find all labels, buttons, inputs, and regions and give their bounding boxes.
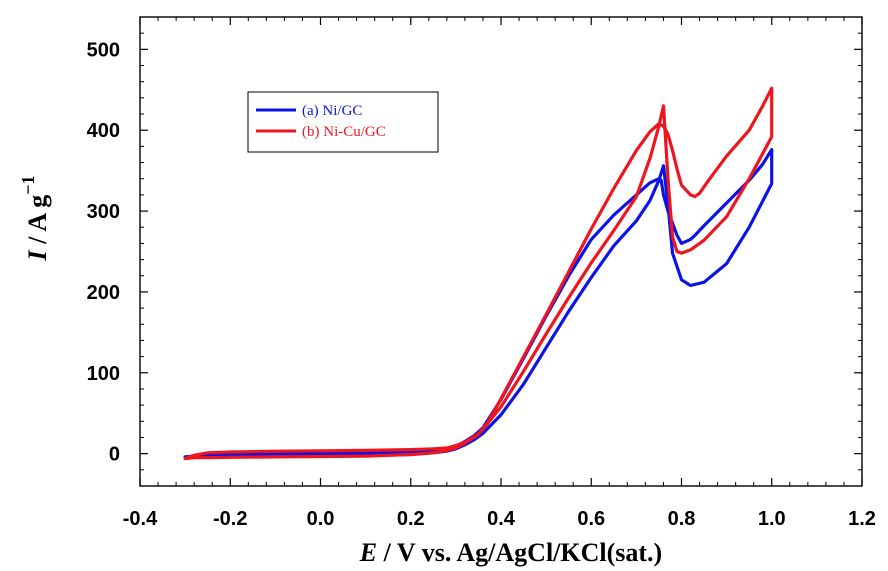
x-axis-title: E / V vs. Ag/AgCl/KCl(sat.) [359,538,662,567]
y-tick-label: 500 [87,39,120,61]
x-tick-label: 0.6 [577,508,605,530]
x-tick-label: 1.0 [758,508,786,530]
y-tick-label: 200 [87,282,120,304]
x-tick-label: -0.2 [213,508,247,530]
x-tick-label: 1.2 [848,508,876,530]
x-tick-label: 0.4 [487,508,516,530]
series-layer [183,86,774,461]
y-axis-title: I / A g−1 [18,175,52,261]
y-tick-label: 0 [109,444,120,466]
x-axis-ticks: -0.4 -0.2 0.0 0.2 0.4 0.6 0.8 1.0 1.2 [123,17,876,530]
x-tick-label: 0.8 [668,508,696,530]
y-tick-label: 400 [87,120,120,142]
legend: (a) Ni/GC (b) Ni-Cu/GC [247,91,439,153]
legend-box [247,91,439,153]
x-tick-label: 0.2 [397,508,425,530]
series-line-ni-gc [183,148,774,460]
x-tick-label: -0.4 [123,508,158,530]
y-tick-label: 100 [87,363,120,385]
y-axis-ticks: 0 100 200 300 400 500 [87,16,862,487]
y-tick-label: 300 [87,201,120,223]
legend-label-ni-cu-gc: (b) Ni-Cu/GC [302,124,386,140]
x-tick-label: 0.0 [307,508,335,530]
legend-label-ni-gc: (a) Ni/GC [302,103,362,119]
series-line-ni-cu-gc [183,86,774,461]
